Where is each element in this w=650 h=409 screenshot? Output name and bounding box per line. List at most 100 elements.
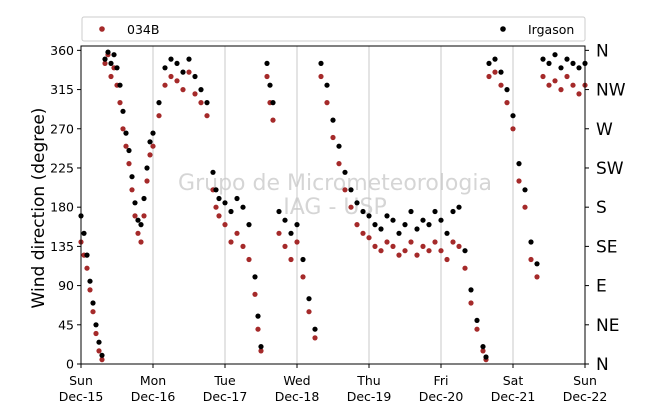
point-irgason	[384, 213, 390, 219]
x-tick-date: Dec-15	[59, 389, 104, 404]
point-034b	[318, 73, 324, 80]
point-irgason	[216, 195, 222, 202]
x-tick-day: Sun	[573, 373, 597, 388]
point-034b	[288, 256, 294, 263]
point-irgason	[270, 100, 276, 106]
point-irgason	[180, 69, 186, 75]
point-irgason	[168, 56, 174, 62]
point-034b	[99, 357, 105, 363]
x-tick-date: Dec-18	[275, 389, 320, 404]
point-irgason	[528, 239, 534, 245]
x-tick-day: Mon	[140, 373, 166, 388]
point-034b	[534, 274, 540, 280]
point-034b	[576, 91, 582, 97]
point-034b	[492, 69, 498, 75]
point-irgason	[96, 339, 102, 345]
point-irgason	[318, 60, 324, 66]
x-tick-day: Sat	[503, 373, 524, 388]
point-034b	[108, 73, 114, 80]
point-irgason	[414, 226, 420, 232]
point-034b	[396, 252, 402, 258]
point-034b	[141, 213, 147, 219]
point-irgason	[228, 208, 234, 215]
point-irgason	[186, 56, 192, 62]
point-034b	[255, 326, 261, 332]
point-irgason	[87, 278, 93, 284]
point-irgason	[105, 49, 111, 55]
point-034b	[522, 204, 528, 210]
point-irgason	[483, 354, 489, 360]
point-irgason	[90, 300, 96, 306]
point-irgason	[534, 261, 540, 267]
point-034b	[504, 100, 510, 106]
point-irgason	[570, 60, 576, 66]
point-irgason	[108, 60, 114, 66]
point-irgason	[438, 217, 444, 223]
point-irgason	[540, 56, 546, 62]
point-irgason	[354, 200, 360, 206]
legend-marker-034b	[99, 26, 105, 32]
point-034b	[294, 239, 300, 245]
point-034b	[480, 348, 486, 354]
point-irgason	[111, 52, 117, 58]
point-034b	[348, 204, 354, 210]
point-irgason	[444, 230, 450, 236]
point-034b	[426, 248, 432, 254]
point-034b	[414, 252, 420, 258]
point-034b	[138, 239, 144, 245]
point-irgason	[366, 213, 372, 219]
compass-label: SW	[596, 159, 624, 179]
point-034b	[438, 248, 444, 254]
point-034b	[174, 78, 180, 84]
point-034b	[180, 87, 186, 93]
point-irgason	[342, 169, 348, 175]
point-034b	[129, 187, 135, 193]
watermark-line-1: Grupo de Micrometeorologia	[178, 171, 492, 196]
point-irgason	[372, 222, 378, 228]
point-034b	[336, 161, 342, 167]
y-tick-label: 360	[50, 43, 74, 58]
point-irgason	[390, 217, 396, 223]
point-irgason	[516, 161, 522, 167]
y-tick-label: 315	[50, 82, 74, 97]
point-irgason	[222, 200, 228, 206]
point-034b	[324, 100, 330, 106]
point-irgason	[396, 230, 402, 236]
point-irgason	[492, 56, 498, 62]
point-034b	[147, 152, 153, 158]
point-irgason	[255, 313, 261, 319]
point-034b	[360, 230, 366, 236]
point-034b	[528, 256, 534, 263]
point-irgason	[234, 195, 240, 202]
point-034b	[378, 248, 384, 254]
y-tick-label: 90	[58, 278, 74, 293]
compass-label: W	[596, 120, 613, 140]
point-irgason	[312, 326, 318, 332]
point-034b	[264, 73, 270, 80]
compass-label: N	[596, 41, 609, 61]
point-irgason	[84, 252, 90, 258]
point-irgason	[294, 222, 300, 228]
point-034b	[123, 143, 129, 149]
point-irgason	[510, 113, 516, 119]
point-034b	[546, 82, 552, 88]
point-irgason	[546, 60, 552, 66]
point-irgason	[504, 87, 510, 93]
compass-label: E	[596, 277, 607, 297]
point-034b	[87, 287, 93, 293]
x-tick-date: Dec-20	[419, 389, 464, 404]
series-034b-points	[78, 52, 588, 363]
point-034b	[228, 239, 234, 245]
point-irgason	[288, 230, 294, 236]
point-irgason	[468, 287, 474, 293]
point-irgason	[240, 204, 246, 210]
point-034b	[198, 100, 204, 106]
compass-label: SE	[596, 237, 618, 257]
point-irgason	[114, 65, 120, 71]
point-irgason	[360, 208, 366, 215]
point-034b	[144, 178, 150, 184]
point-034b	[330, 134, 336, 141]
x-tick-day: Thu	[356, 373, 380, 388]
